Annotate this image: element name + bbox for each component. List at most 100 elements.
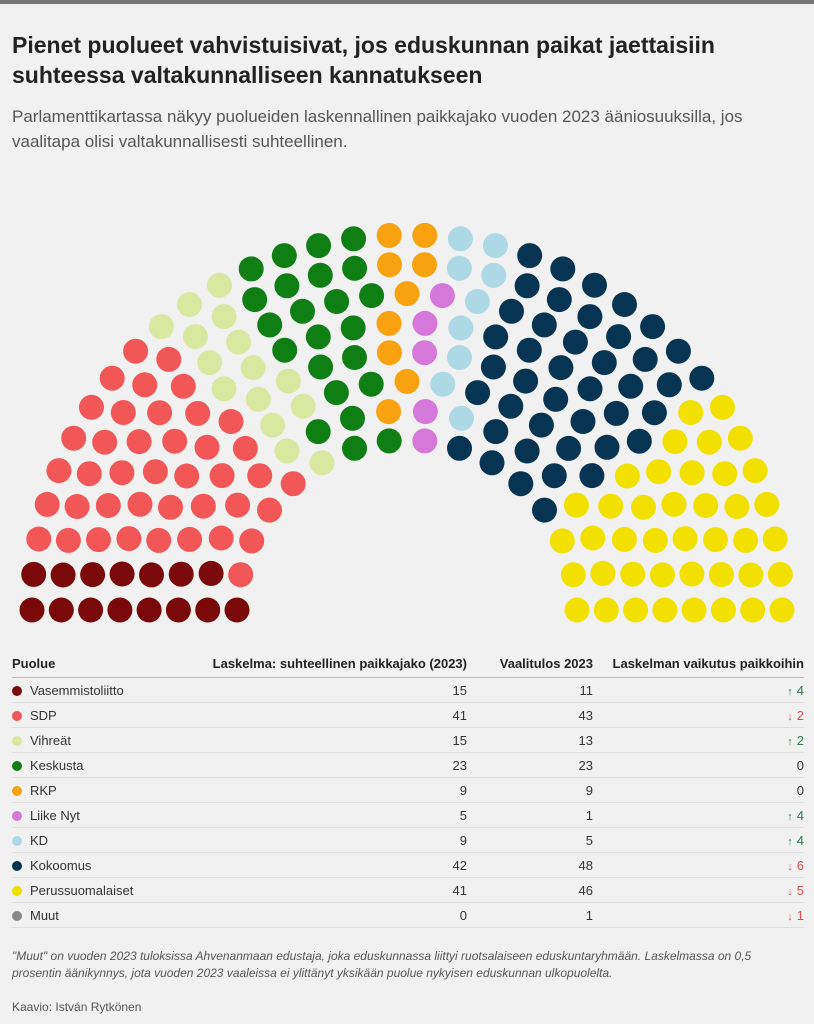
seat-dot [305,419,331,445]
seat-dot [762,526,788,552]
seat-dot [272,337,298,363]
table-row: Keskusta 23 23 0 [12,752,804,778]
seat-dot [377,252,402,278]
table-row: KD 9 5 ↑ 4 [12,827,804,853]
party-cell: RKP [12,777,212,803]
top-bar [0,0,814,4]
seat-dot [99,365,125,391]
party-color-dot [12,885,22,896]
seat-dot [107,597,133,623]
seat-effect-value: 1 [796,907,804,923]
seat-dot [228,562,254,588]
actual-seats: 46 [467,877,593,903]
seat-dot [614,463,640,489]
seat-dot [738,562,764,588]
seat-dot [148,314,174,340]
seat-dot [26,526,52,552]
seat-dot [123,338,149,364]
seat-dot [429,283,455,309]
party-cell: SDP [12,702,212,728]
seat-dot [656,372,682,398]
seat-dot [78,597,104,623]
seat-dot [168,561,194,587]
seat-dot [543,386,569,412]
seat-dot [623,597,649,623]
seat-dot [611,526,637,552]
arrow-up-icon: ↑ [787,810,793,823]
seat-dot [132,372,158,398]
seat-dot [560,562,586,588]
table-row: Perussuomalaiset 41 46 ↓ 5 [12,877,804,903]
calculated-seats: 15 [212,727,467,753]
seat-effect: 0 [593,752,804,778]
seat-dot [646,459,672,485]
seat-dot [662,429,688,455]
actual-seats: 48 [467,852,593,878]
calculated-seats: 41 [212,877,467,903]
seat-dot [590,560,616,586]
seat-dot [225,492,251,518]
arrow-down-icon: ↓ [787,860,793,873]
seat-dot [447,435,472,461]
arrow-down-icon: ↓ [787,885,793,898]
header-actual: Vaalitulos 2023 [467,652,593,678]
seat-dot [376,340,402,366]
seat-effect-value: 0 [796,757,804,773]
parliament-chart [19,222,795,623]
seat-dot [591,350,617,376]
seat-dot [620,561,646,587]
seat-dot [693,493,719,518]
seat-effect: ↑ 4 [593,827,804,853]
seat-dot [665,338,691,364]
party-name: Muut [30,907,59,923]
party-cell: KD [12,827,212,853]
seat-dot [146,527,172,553]
seat-dot [147,400,173,426]
arrow-up-icon: ↑ [787,685,793,698]
seat-dot [548,355,574,381]
seat-dot [531,312,557,338]
seat-dot [177,292,202,317]
party-color-dot [12,835,22,846]
seat-dot [703,527,728,553]
seat-dot [733,527,759,553]
party-name: Vihreät [30,732,71,748]
table-row: Kokoomus 42 48 ↓ 6 [12,852,804,878]
seat-dot [546,287,572,313]
seat-dot [563,492,589,518]
seat-dot [208,525,234,551]
actual-seats: 23 [467,752,593,778]
seat-dot [257,497,282,523]
party-color-dot [12,735,22,746]
seat-dot [274,273,300,299]
seat-dot [109,460,135,486]
seat-dot [513,368,539,394]
seat-dot [21,561,47,587]
seat-effect: ↓ 2 [593,702,804,728]
seat-effect: ↓ 5 [593,877,804,903]
seat-dot [340,315,366,341]
seat-dot [376,428,402,454]
arrow-down-icon: ↓ [787,710,793,723]
actual-seats: 1 [467,802,593,828]
actual-seats: 13 [467,727,593,753]
party-color-dot [12,710,22,721]
seat-dot [612,292,637,317]
seat-dot [309,450,335,476]
seat-dot [579,463,605,489]
seat-dot [640,314,666,340]
seat-dot [306,233,332,259]
party-cell: Keskusta [12,752,212,778]
seat-effect: ↑ 4 [593,677,804,703]
seat-dot [194,434,220,460]
seat-dot [593,597,619,623]
seat-dot [740,597,766,623]
seat-dot [532,497,557,523]
table-row: Liike Nyt 5 1 ↑ 4 [12,802,804,828]
seat-dot [359,283,385,309]
seat-dot [767,561,793,587]
seat-dot [449,405,474,431]
seat-dot [80,562,106,588]
arrow-up-icon: ↑ [787,735,793,748]
seat-dot [550,256,576,282]
